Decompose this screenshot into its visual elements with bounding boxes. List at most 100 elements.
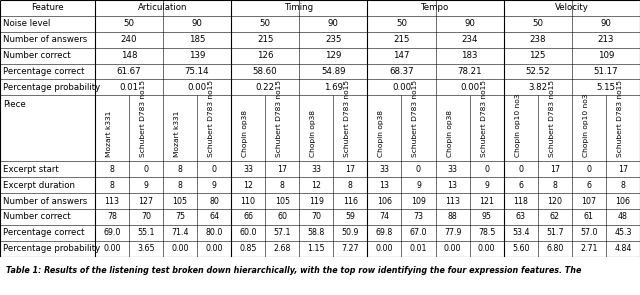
Text: 4.84: 4.84 <box>614 244 632 253</box>
Text: 213: 213 <box>598 35 614 44</box>
Text: 0: 0 <box>518 165 524 174</box>
Text: 1.15: 1.15 <box>307 244 325 253</box>
Text: Chopin op10 no3: Chopin op10 no3 <box>583 94 589 158</box>
Text: 13: 13 <box>447 181 458 190</box>
Text: 0.01: 0.01 <box>119 83 138 92</box>
Text: 105: 105 <box>172 196 188 206</box>
Text: Timing: Timing <box>285 4 314 12</box>
Text: 5.15: 5.15 <box>596 83 616 92</box>
Text: 3.65: 3.65 <box>137 244 155 253</box>
Text: 125: 125 <box>529 51 546 60</box>
Text: 58.8: 58.8 <box>308 228 325 237</box>
Text: 17: 17 <box>346 165 355 174</box>
Text: 57.0: 57.0 <box>580 228 598 237</box>
Text: Noise level: Noise level <box>3 19 51 28</box>
Text: 54.89: 54.89 <box>321 67 346 76</box>
Text: Chopin op38: Chopin op38 <box>447 111 452 158</box>
Text: 0.00: 0.00 <box>444 244 461 253</box>
Text: 90: 90 <box>328 19 339 28</box>
Text: 77.9: 77.9 <box>444 228 461 237</box>
Text: 8: 8 <box>177 165 182 174</box>
Text: 75: 75 <box>175 212 185 222</box>
Text: 8: 8 <box>177 181 182 190</box>
Text: 0.00: 0.00 <box>460 83 479 92</box>
Text: 8: 8 <box>552 181 557 190</box>
Text: 78: 78 <box>107 212 116 222</box>
Text: 0.00: 0.00 <box>188 83 207 92</box>
Text: 51.7: 51.7 <box>546 228 564 237</box>
Text: 0.85: 0.85 <box>239 244 257 253</box>
Text: 70: 70 <box>141 212 151 222</box>
Text: 234: 234 <box>461 35 478 44</box>
Text: 58.60: 58.60 <box>253 67 277 76</box>
Text: 8: 8 <box>109 165 114 174</box>
Text: 90: 90 <box>600 19 611 28</box>
Text: 120: 120 <box>547 196 563 206</box>
Text: Number of answers: Number of answers <box>3 35 88 44</box>
Text: 6: 6 <box>518 181 524 190</box>
Text: Percentage probability: Percentage probability <box>3 83 100 92</box>
Text: 119: 119 <box>309 196 324 206</box>
Text: 121: 121 <box>479 196 494 206</box>
Text: 0.00: 0.00 <box>171 244 189 253</box>
Text: 127: 127 <box>138 196 154 206</box>
Text: 13: 13 <box>380 181 389 190</box>
Text: 0.01: 0.01 <box>410 244 428 253</box>
Text: Excerpt duration: Excerpt duration <box>3 181 76 190</box>
Text: 33: 33 <box>311 165 321 174</box>
Text: 106: 106 <box>377 196 392 206</box>
Text: 67.0: 67.0 <box>410 228 428 237</box>
Text: Percentage correct: Percentage correct <box>3 67 84 76</box>
Text: 8: 8 <box>109 181 114 190</box>
Text: Number of answers: Number of answers <box>3 196 88 206</box>
Text: Schubert D783 no15: Schubert D783 no15 <box>617 81 623 158</box>
Text: 126: 126 <box>257 51 273 60</box>
Text: 78.5: 78.5 <box>478 228 495 237</box>
Text: Percentage probability: Percentage probability <box>3 244 100 253</box>
Text: 9: 9 <box>143 181 148 190</box>
Text: 148: 148 <box>120 51 137 60</box>
Text: 62: 62 <box>550 212 560 222</box>
Text: Chopin op38: Chopin op38 <box>310 111 316 158</box>
Text: 0.00: 0.00 <box>205 244 223 253</box>
Text: 3.82: 3.82 <box>528 83 547 92</box>
Text: 2.71: 2.71 <box>580 244 598 253</box>
Text: Schubert D783 no15: Schubert D783 no15 <box>140 81 146 158</box>
Text: 0.00: 0.00 <box>376 244 393 253</box>
Text: Chopin op38: Chopin op38 <box>378 111 385 158</box>
Text: 17: 17 <box>277 165 287 174</box>
Text: 33: 33 <box>243 165 253 174</box>
Text: 61.67: 61.67 <box>116 67 141 76</box>
Text: Tempo: Tempo <box>421 4 450 12</box>
Text: Schubert D783 no15: Schubert D783 no15 <box>276 81 282 158</box>
Text: 63: 63 <box>516 212 525 222</box>
Text: 60: 60 <box>277 212 287 222</box>
Text: Piece: Piece <box>3 101 26 109</box>
Text: Mozart k331: Mozart k331 <box>106 111 112 158</box>
Text: 17: 17 <box>550 165 560 174</box>
Text: 113: 113 <box>445 196 460 206</box>
Text: 88: 88 <box>448 212 458 222</box>
Text: 50: 50 <box>124 19 134 28</box>
Text: 74: 74 <box>380 212 389 222</box>
Text: 50: 50 <box>396 19 407 28</box>
Text: 69.8: 69.8 <box>376 228 393 237</box>
Text: Chopin op10 no3: Chopin op10 no3 <box>515 94 521 158</box>
Text: Schubert D783 no15: Schubert D783 no15 <box>549 81 555 158</box>
Text: Schubert D783 no15: Schubert D783 no15 <box>413 81 419 158</box>
Text: 57.1: 57.1 <box>273 228 291 237</box>
Text: 48: 48 <box>618 212 628 222</box>
Text: 53.4: 53.4 <box>512 228 529 237</box>
Text: 12: 12 <box>243 181 253 190</box>
Text: 17: 17 <box>618 165 628 174</box>
Text: 75.14: 75.14 <box>185 67 209 76</box>
Text: 59: 59 <box>346 212 355 222</box>
Text: 2.68: 2.68 <box>273 244 291 253</box>
Text: 12: 12 <box>311 181 321 190</box>
Text: Articulation: Articulation <box>138 4 188 12</box>
Text: 33: 33 <box>380 165 389 174</box>
Text: 71.4: 71.4 <box>171 228 189 237</box>
Text: 50.9: 50.9 <box>342 228 359 237</box>
Text: 0.00: 0.00 <box>103 244 120 253</box>
Text: 68.37: 68.37 <box>389 67 413 76</box>
